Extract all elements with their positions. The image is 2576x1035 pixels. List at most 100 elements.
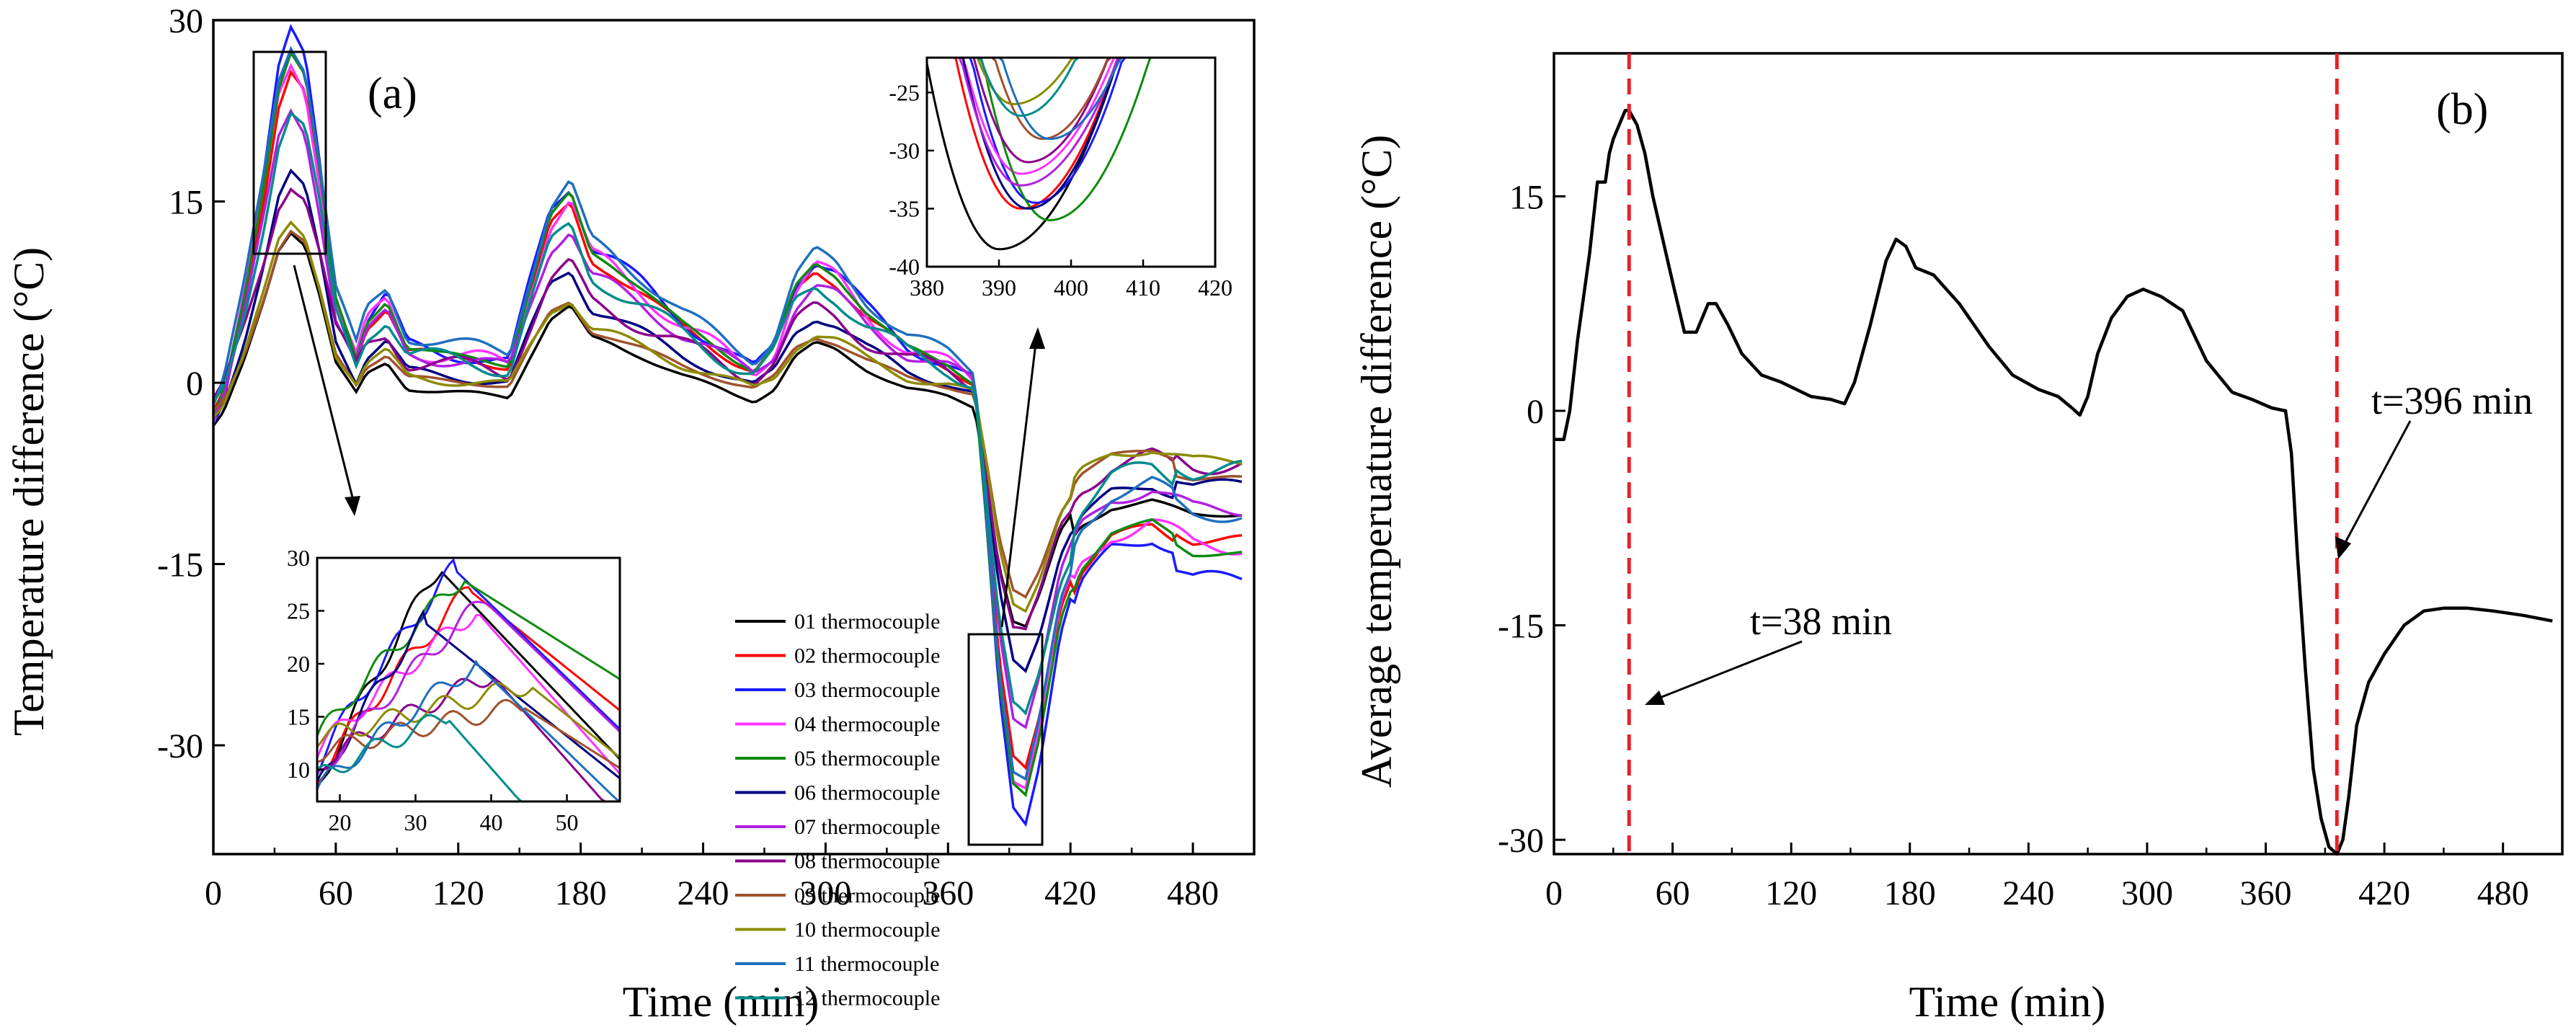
x-tick-label-420: 420 [1044, 874, 1096, 912]
peak-zoom-arrow [293, 265, 356, 507]
trough-zoom-x-tick-label-400: 400 [1054, 275, 1088, 301]
b-y-tick-label-15: 15 [1509, 178, 1544, 216]
peak-zoom-y-tick-label-10: 10 [287, 757, 310, 783]
series-line-2 [212, 69, 1243, 770]
b-x-tick-label-420: 420 [2358, 874, 2410, 912]
x-tick-label-0: 0 [205, 874, 222, 912]
peak-zoom-y-tick-label-20: 20 [287, 651, 310, 677]
y-tick-label--30: -30 [157, 727, 203, 765]
trough-zoom-y-tick-label--25: -25 [889, 79, 920, 105]
panel-a-xlabel: Time (min) [623, 978, 820, 1026]
series-line-11 [212, 45, 1243, 781]
panel-b-label: (b) [2436, 85, 2488, 134]
peak-zoom-x-tick-label-20: 20 [329, 809, 352, 835]
peak-zoom-series-1 [316, 570, 621, 788]
inset-peak: 20 30 40 50 30 25 20 15 10 [287, 545, 621, 835]
legend-entry-8: 08 thermocouple [794, 850, 940, 874]
panel-b-plot-frame [1553, 52, 2564, 856]
y-tick-label-15: 15 [169, 184, 203, 222]
trough-zoom-y-tick-label--30: -30 [889, 138, 920, 164]
legend-entry-7: 07 thermocouple [794, 815, 940, 839]
peak-zoom-series-6 [316, 609, 621, 782]
x-tick-label-480: 480 [1167, 874, 1219, 912]
peak-zoom-series-5 [316, 579, 621, 737]
annotation-t396-arrow [2341, 420, 2412, 548]
b-x-tick-label-240: 240 [2002, 874, 2054, 912]
legend-entry-4: 04 thermocouple [794, 713, 940, 737]
panel-a-ylabel: Temperature difference (°C) [5, 247, 53, 736]
trough-zoom-x-tick-label-390: 390 [982, 275, 1016, 301]
trough-zoom-bg [927, 58, 1215, 267]
b-x-tick-label-60: 60 [1656, 874, 1690, 912]
panel-b-ticks: 0 60 120 180 240 300 360 420 480 15 0 -15 -30 [1498, 178, 2529, 912]
trough-zoom-box [967, 633, 1044, 846]
b-x-tick-label-300: 300 [2121, 874, 2173, 912]
annotation-t38-arrowhead [1645, 690, 1665, 705]
panel-a-plot-frame [212, 19, 1256, 856]
series-line-1 [212, 231, 1243, 628]
legend-entry-9: 09 thermocouple [794, 884, 940, 907]
peak-zoom-x-tick-label-30: 30 [404, 809, 427, 835]
legend-entry-12: 12 thermocouple [794, 987, 940, 1010]
annotation-t38: t=38 min [1750, 600, 1892, 643]
panel-b: 0 60 120 180 240 300 360 420 480 15 0 -15 -30 (b) Ti… [1353, 52, 2564, 1026]
b-x-tick-label-180: 180 [1884, 874, 1936, 912]
y-tick-label--15: -15 [157, 546, 203, 585]
panel-a-series [212, 24, 1243, 827]
trough-zoom-y-tick-label--35: -35 [889, 195, 920, 221]
peak-zoom-series-7 [316, 600, 621, 773]
trough-zoom-y-tick-label--40: -40 [889, 254, 920, 280]
trough-zoom-x-tick-label-420: 420 [1198, 275, 1233, 301]
legend-entry-6: 06 thermocouple [794, 781, 940, 805]
b-x-tick-label-0: 0 [1545, 874, 1563, 912]
b-y-tick-label--15: -15 [1498, 608, 1544, 646]
x-tick-label-60: 60 [319, 874, 353, 912]
inset-trough: 380 390 400 410 420 -25 -30 -35 -40 [889, 56, 1233, 301]
b-y-tick-label--30: -30 [1498, 822, 1544, 860]
panel-b-axes [1553, 52, 2564, 856]
y-tick-label-0: 0 [186, 365, 203, 403]
series-line-12 [212, 111, 1243, 716]
peak-zoom-x-tick-label-50: 50 [556, 809, 579, 835]
panel-b-annotations: t=38 min t=396 min [1627, 53, 2533, 854]
annotation-t396-arrowhead [2335, 536, 2351, 559]
peak-zoom-y-tick-label-15: 15 [287, 703, 310, 729]
peak-zoom-series-10 [316, 682, 621, 759]
b-x-tick-label-120: 120 [1765, 874, 1817, 912]
peak-zoom-arrowhead [345, 496, 360, 516]
x-tick-label-180: 180 [555, 874, 607, 912]
peak-zoom-series-11 [316, 659, 621, 803]
legend-entry-5: 05 thermocouple [794, 747, 940, 770]
x-tick-label-300: 300 [799, 874, 851, 912]
panel-a-axes [212, 19, 1256, 856]
annotation-t38-arrow [1656, 640, 1803, 701]
peak-zoom-x-tick-label-40: 40 [480, 809, 503, 835]
x-tick-label-360: 360 [922, 874, 974, 912]
peak-zoom-frame [316, 556, 621, 803]
trough-zoom-arrow [1000, 337, 1038, 628]
b-y-tick-label-0: 0 [1527, 393, 1544, 431]
average-line [1554, 109, 2553, 856]
peak-zoom-series-8 [316, 677, 620, 803]
panel-b-series [1554, 109, 2553, 856]
peak-zoom-box [252, 50, 327, 255]
panel-a-ticks: 0 60 120 180 240 300 360 420 480 30 15 0 -15 -30 [157, 2, 1219, 912]
legend-entry-2: 02 thermocouple [794, 644, 940, 668]
peak-zoom-y-tick-label-25: 25 [287, 598, 310, 623]
b-x-tick-label-360: 360 [2240, 874, 2292, 912]
legend-entry-10: 10 thermocouple [794, 918, 940, 942]
y-tick-label-30: 30 [169, 2, 203, 40]
legend-entry-11: 11 thermocouple [794, 952, 939, 976]
series-line-5 [212, 50, 1243, 798]
panel-a-legend: 01 thermocouple 02 thermocouple 03 thermoc… [735, 610, 940, 1010]
annotation-t396: t=396 min [2371, 379, 2533, 422]
trough-zoom-x-tick-label-410: 410 [1126, 275, 1160, 301]
panel-b-ylabel: Average temperuature difference (°C) [1353, 135, 1400, 788]
trough-zoom-x-tick-label-380: 380 [910, 275, 944, 301]
series-line-3 [212, 24, 1243, 827]
x-tick-label-240: 240 [678, 874, 729, 912]
series-line-7 [212, 108, 1243, 729]
x-tick-label-120: 120 [432, 874, 484, 912]
